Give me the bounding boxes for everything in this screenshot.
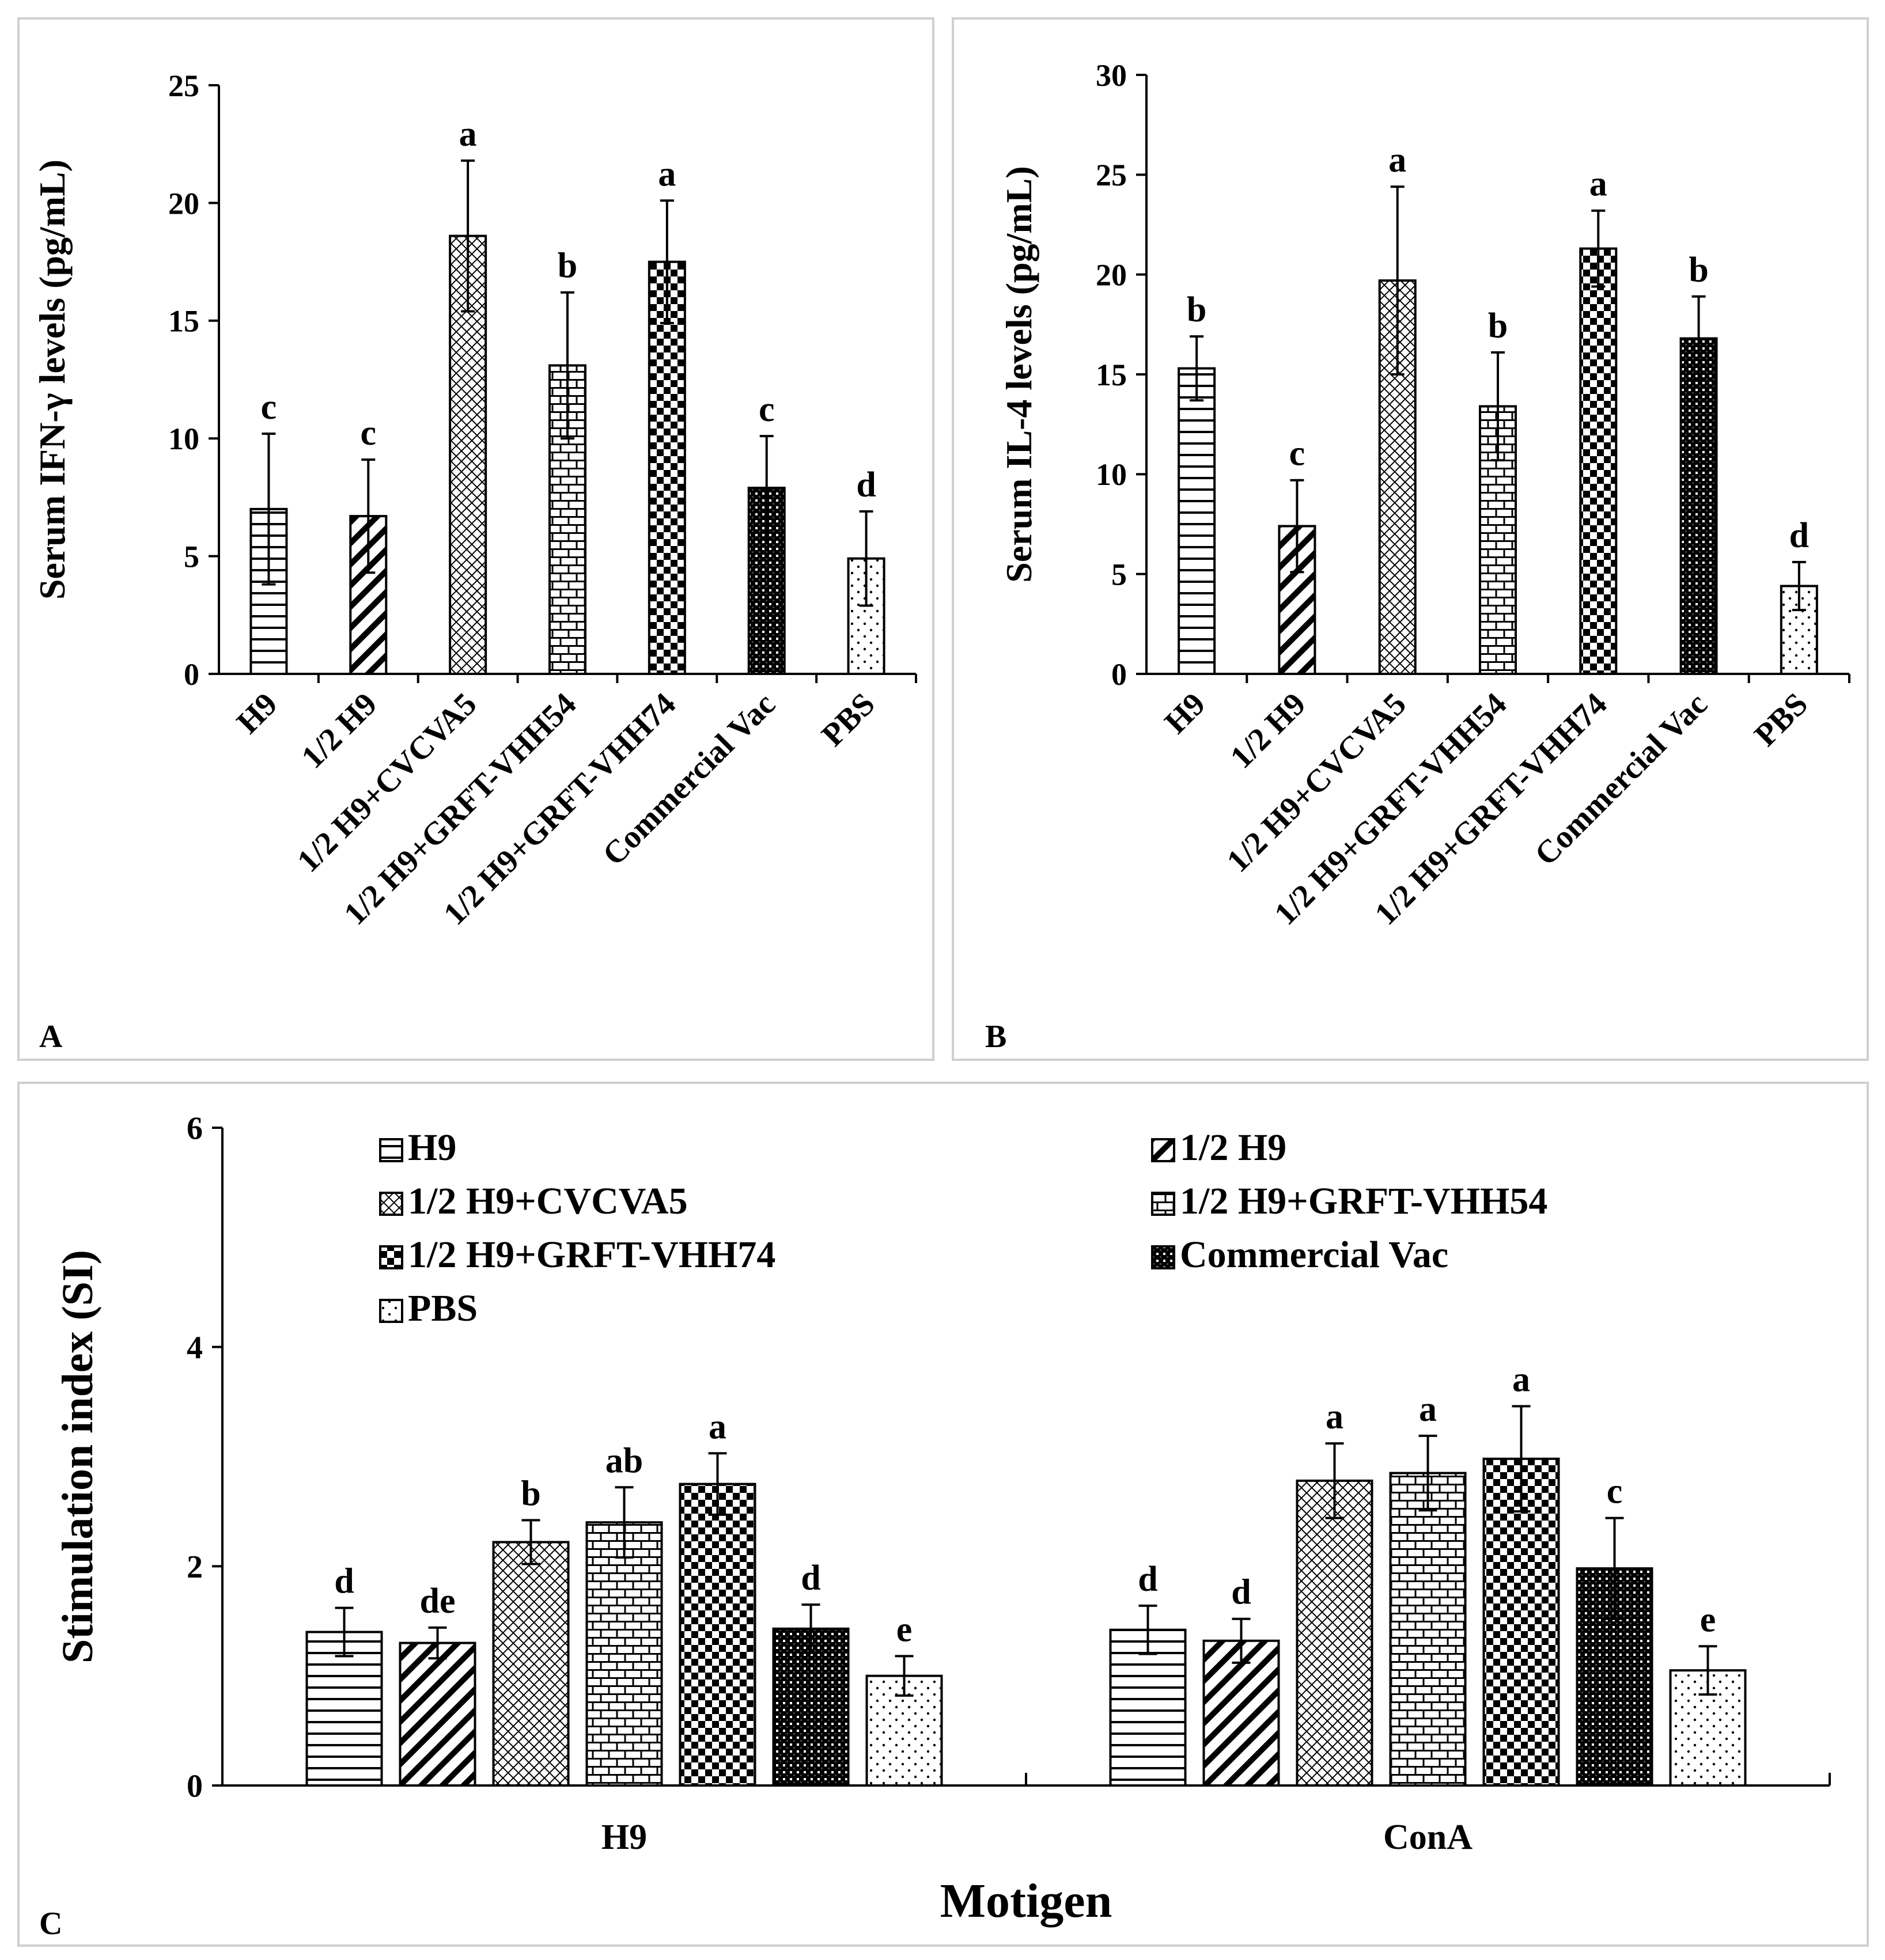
panel-b-sig-letter: b (1187, 290, 1206, 329)
panel-c-y-tick-label: 0 (187, 1769, 203, 1804)
panel-b-sig-letter: a (1589, 165, 1607, 204)
panel-a-y-tick-label: 15 (168, 304, 199, 339)
panel-a-y-tick-label: 0 (184, 657, 199, 692)
panel-c-legend-swatch-h9 (379, 1138, 403, 1162)
panel-c-sig-letter: a (1419, 1390, 1437, 1429)
panel-a-sig-letter: c (261, 388, 277, 427)
panel-a-y-tick-label: 25 (168, 69, 199, 103)
panel-b-bar-commercial-vac (1679, 337, 1718, 675)
panel-a-sig-letter: b (558, 247, 577, 286)
panel-a-sig-letter: c (759, 390, 775, 429)
panel-c-frame (17, 1082, 1869, 1947)
panel-b-sig-letter: d (1789, 516, 1809, 555)
panel-c-legend-swatch-1-2-h9-grft-vhh54 (1151, 1192, 1175, 1216)
panel-b-y-axis-title: Serum IL-4 levels (pg/mL) (998, 166, 1039, 583)
panel-b-tag: B (985, 1019, 1006, 1055)
panel-a-chart: 0 5 10 15 20 25 Serum IFN-γ levels (pg/mL) c H9 c… (32, 69, 917, 1055)
panel-b-sig-letter: c (1289, 434, 1305, 473)
panel-c-legend-label: 1/2 H9+GRFT-VHH74 (408, 1234, 775, 1276)
panel-a-tag: A (39, 1019, 63, 1055)
panel-c-y-axis-title: Stimulation index (SI) (54, 1250, 102, 1663)
panel-c-sig-letter: e (1700, 1600, 1716, 1639)
panel-c-bar-cona-h9 (1109, 1628, 1187, 1787)
panel-c-sig-letter: d (1138, 1560, 1157, 1599)
panel-b-y-tick-label: 30 (1096, 58, 1127, 93)
panel-b-bar-1-2-h9-grft-vhh74 (1579, 247, 1618, 676)
panel-c-bar-cona-1-2-h9-grft-vhh54 (1389, 1472, 1467, 1787)
panel-c-legend-label: 1/2 H9 (1180, 1127, 1286, 1169)
panel-c-sig-letter: b (521, 1474, 540, 1513)
panel-b-category-label: PBS (1748, 686, 1815, 753)
panel-b-category-label: 1/2 H9 (1224, 686, 1313, 775)
panel-b-sig-letter: b (1689, 251, 1708, 290)
panel-b-y-tick-label: 0 (1111, 657, 1127, 692)
panel-c-sig-letter: ab (605, 1441, 643, 1480)
panel-c-bar-h9-1-2-h9-cvcva5 (492, 1541, 570, 1787)
panel-c-legend-label: H9 (408, 1127, 456, 1169)
panel-c-sig-letter: de (420, 1582, 456, 1621)
panel-c-bar-h9-commercial-vac (772, 1627, 850, 1787)
panel-c-category-label: ConA (1383, 1818, 1473, 1857)
panel-c-sig-letter: d (1231, 1573, 1251, 1612)
panel-a-category-label: H9 (230, 686, 284, 740)
panel-c-bar-h9-1-2-h9-grft-vhh54 (585, 1521, 663, 1787)
panel-c-tag: C (39, 1906, 62, 1942)
panel-c-sig-letter: a (1512, 1360, 1530, 1399)
panel-b-y-tick-label: 20 (1096, 258, 1127, 293)
panel-a-category-label: Commercial Vac (596, 686, 782, 873)
panel-a-sig-letter: d (856, 465, 876, 505)
panel-c-y-tick-label: 6 (187, 1111, 203, 1147)
panel-c-legend-swatch-commercial-vac (1151, 1245, 1175, 1269)
panel-c-legend-label: 1/2 H9+GRFT-VHH54 (1180, 1180, 1547, 1222)
panel-b-y-tick-label: 10 (1096, 457, 1127, 492)
panel-b-category-label: H9 (1158, 686, 1212, 740)
panel-b-bar-h9 (1178, 367, 1216, 675)
panel-c-bar-cona-1-2-h9-cvcva5 (1296, 1479, 1373, 1787)
panel-c-legend-swatch-pbs (379, 1299, 403, 1323)
panel-c-sig-letter: c (1607, 1472, 1623, 1511)
panel-c-legend-swatch-1-2-h9-cvcva5 (379, 1192, 403, 1216)
panel-c-y-tick-label: 4 (187, 1330, 203, 1366)
panel-c-legend-label: PBS (408, 1287, 478, 1329)
panel-c-sig-letter: a (1326, 1397, 1343, 1436)
panel-c-legend-swatch-1-2-h9-grft-vhh74 (379, 1245, 403, 1269)
panel-b-y-tick-label: 5 (1111, 558, 1127, 592)
panel-b-y-tick-label: 15 (1096, 358, 1127, 392)
panel-a-category-label: 1/2 H9+CVCVA5 (290, 686, 483, 879)
panel-a-sig-letter: a (658, 154, 676, 194)
panel-b-category-label: 1/2 H9+CVCVA5 (1220, 686, 1413, 879)
panel-a-y-axis-title: Serum IFN-γ levels (pg/mL) (32, 160, 73, 600)
panel-b-y-tick-label: 25 (1096, 158, 1127, 192)
panel-b-chart: 0 5 10 15 20 25 30 Serum IL-4 levels (pg/mL) b H9… (985, 58, 1850, 1055)
panel-c-y-tick-label: 2 (187, 1549, 203, 1585)
panel-c-legend-label: Commercial Vac (1180, 1234, 1448, 1276)
panel-c-sig-letter: d (334, 1562, 354, 1601)
panel-c-category-label: H9 (601, 1818, 647, 1857)
panel-a-y-tick-label: 5 (184, 540, 199, 574)
panel-a-sig-letter: c (361, 414, 377, 453)
panel-a-y-tick-label: 20 (168, 186, 199, 221)
panel-c-bar-cona-1-2-h9-grft-vhh74 (1482, 1457, 1560, 1787)
panel-c-bar-h9-1-2-h9 (399, 1641, 476, 1787)
panel-c-x-axis-title: Motigen (940, 1874, 1112, 1928)
panel-c-bar-h9-1-2-h9-grft-vhh74 (679, 1483, 756, 1787)
panel-a-category-label: PBS (815, 686, 881, 753)
panel-a-sig-letter: a (459, 115, 477, 154)
panel-c-sig-letter: e (896, 1610, 913, 1649)
panel-c-legend-swatch-1-2-h9 (1151, 1138, 1175, 1162)
panel-b-category-label: Commercial Vac (1528, 686, 1714, 873)
panel-c-sig-letter: d (801, 1559, 820, 1598)
panel-c-legend-label: 1/2 H9+CVCVA5 (408, 1180, 688, 1222)
panel-a-y-tick-label: 10 (168, 422, 199, 456)
panel-b-sig-letter: a (1388, 141, 1406, 180)
panel-a-category-label: 1/2 H9 (295, 686, 384, 775)
panel-c-sig-letter: a (709, 1407, 726, 1446)
panel-b-sig-letter: b (1488, 306, 1508, 346)
